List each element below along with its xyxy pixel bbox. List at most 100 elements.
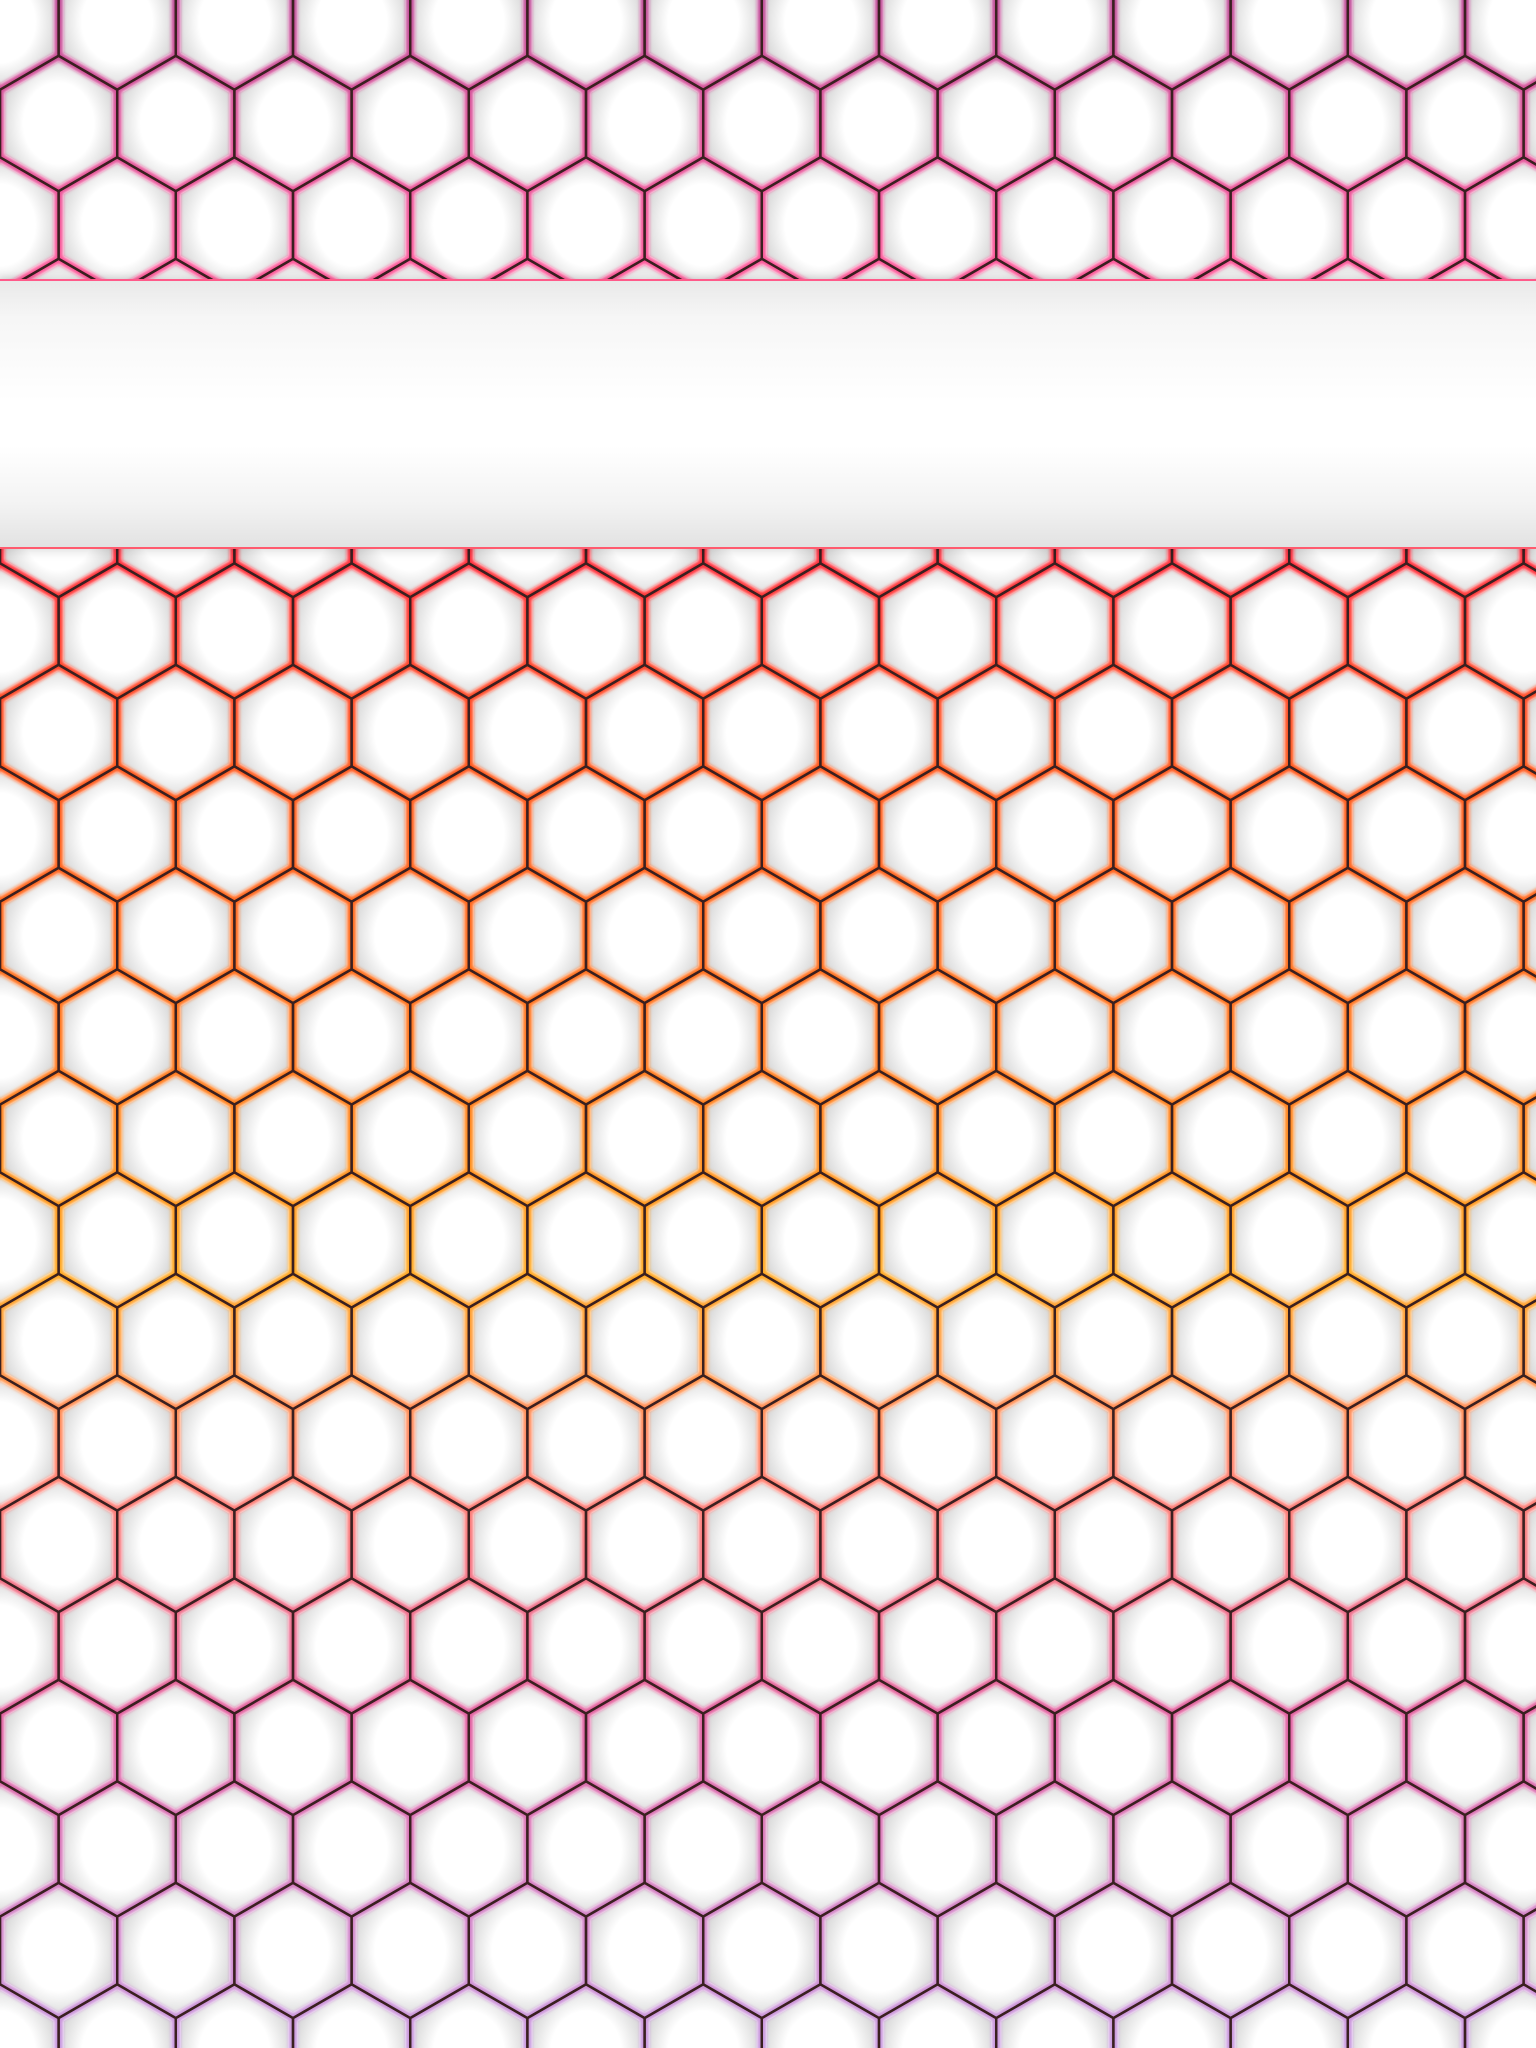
hexagon-outline [1522,1096,1536,1181]
hexagon-cell [767,1990,874,2048]
hexagon-cell [0,1178,54,1302]
hexagon-cell [1470,1178,1536,1302]
hexagon-cell [356,670,464,795]
hexagon-outline [1522,1299,1536,1384]
hexagon-cell [415,975,523,1099]
hexagon-cell [591,61,698,186]
hexagon-cell [942,670,1050,795]
hexagon-cell [298,0,405,84]
hexagon-cell [474,1279,581,1404]
hexagon-cell [1528,1915,1536,1986]
hexagon-cell [1001,1787,1109,1911]
hexagon-cell [181,0,288,84]
hexagon-outline [1463,1982,1536,2048]
hexagon-cell [1294,670,1402,795]
hexagon-cell [298,1178,405,1302]
hexagon-cell [122,873,230,998]
hexagon-cell [1353,163,1460,287]
hexagon-cell [884,1584,991,1708]
hexagon-cell [1353,1787,1460,1911]
hexagon-cell [474,1482,581,1607]
hexagon-cell [532,1178,640,1302]
hexagon-cell [63,1178,171,1302]
blank-banner [0,279,1536,549]
hexagon-cell [649,1584,757,1708]
hexagon-cell [767,569,874,693]
hexagon-cell [1001,1381,1109,1505]
hexagon-cell [356,1279,464,1404]
hexagon-cell [884,569,991,693]
hexagon-cell [63,569,171,693]
hexagon-cell [181,975,288,1099]
hexagon-cell [1411,1685,1519,1810]
hexagon-cell [122,1482,230,1607]
hexagon-cell [239,1482,347,1607]
hexagon-cell [1060,1279,1167,1404]
hexagon-cell [181,569,288,693]
hexagon-outline [1522,1705,1536,1790]
hexagon-cell [532,772,640,896]
hexagon-outline [1522,893,1536,978]
hexagon-cell [1118,163,1226,287]
hexagon-cell [649,1178,757,1302]
hexagon-cell [1235,0,1343,84]
hexagon-cell [122,61,230,186]
hexagon-cell [649,0,757,84]
hexagon-cell [708,1076,816,1201]
hexagon-cell [825,1076,933,1201]
hexagon-cell [649,1381,757,1505]
hexagon-cell [0,1381,54,1505]
hexagon-cell [942,1685,1050,1810]
hexagon-cell [1118,975,1226,1099]
hexagon-cell [591,670,698,795]
hexagon-cell [1528,88,1536,159]
hexagon-cell [1353,1584,1460,1708]
hexagon-cell [1001,1990,1109,2048]
hexagon-cell [122,1279,230,1404]
hexagon-cell [5,670,113,795]
hexagon-cell [942,1076,1050,1201]
hexagon-cell [591,1076,698,1201]
hexagon-cell [591,1482,698,1607]
hexagon-cell [649,163,757,287]
hexagon-cell [1118,1178,1226,1302]
hexagon-cell [532,1990,640,2048]
hexagon-cell [1001,1178,1109,1302]
hexagon-cell [649,1990,757,2048]
hexagon-cell [942,873,1050,998]
hexagon-cell [5,1685,113,1810]
hexagon-cell [1235,975,1343,1099]
hexagon-cell [181,1787,288,1911]
hexagon-cell [1294,1685,1402,1810]
hexagon-cell [884,1990,991,2048]
hexagon-cell [708,1888,816,2013]
hexagon-cell [1001,569,1109,693]
hexagon-cell [356,1076,464,1201]
hexagon-cell [0,163,54,287]
hexagon-cell [649,772,757,896]
hexagon-cell [298,1381,405,1505]
hexagon-cell [1411,1279,1519,1404]
hexagon-cell [63,1381,171,1505]
hexagon-cell [532,975,640,1099]
hexagon-cell [5,1076,113,1201]
hexagon-cell [1177,1482,1284,1607]
hexagon-cell [122,670,230,795]
hexagon-cell [1235,569,1343,693]
hexagon-cell [1001,0,1109,84]
hexagon-cell [1528,1509,1536,1580]
hexagon-cell [415,772,523,896]
hexagon-cell [942,1279,1050,1404]
hexagon-cell [181,1381,288,1505]
hexagon-cell [415,1787,523,1911]
hexagon-cell [63,975,171,1099]
hexagon-cell [415,1584,523,1708]
hexagon-cell [1118,569,1226,693]
hexagon-cell [1118,1381,1226,1505]
hexagon-cell [825,1279,933,1404]
hexagon-cell [63,1787,171,1911]
hexagon-cell [942,1482,1050,1607]
hexagon-cell [1470,163,1536,287]
hexagon-cell [298,163,405,287]
